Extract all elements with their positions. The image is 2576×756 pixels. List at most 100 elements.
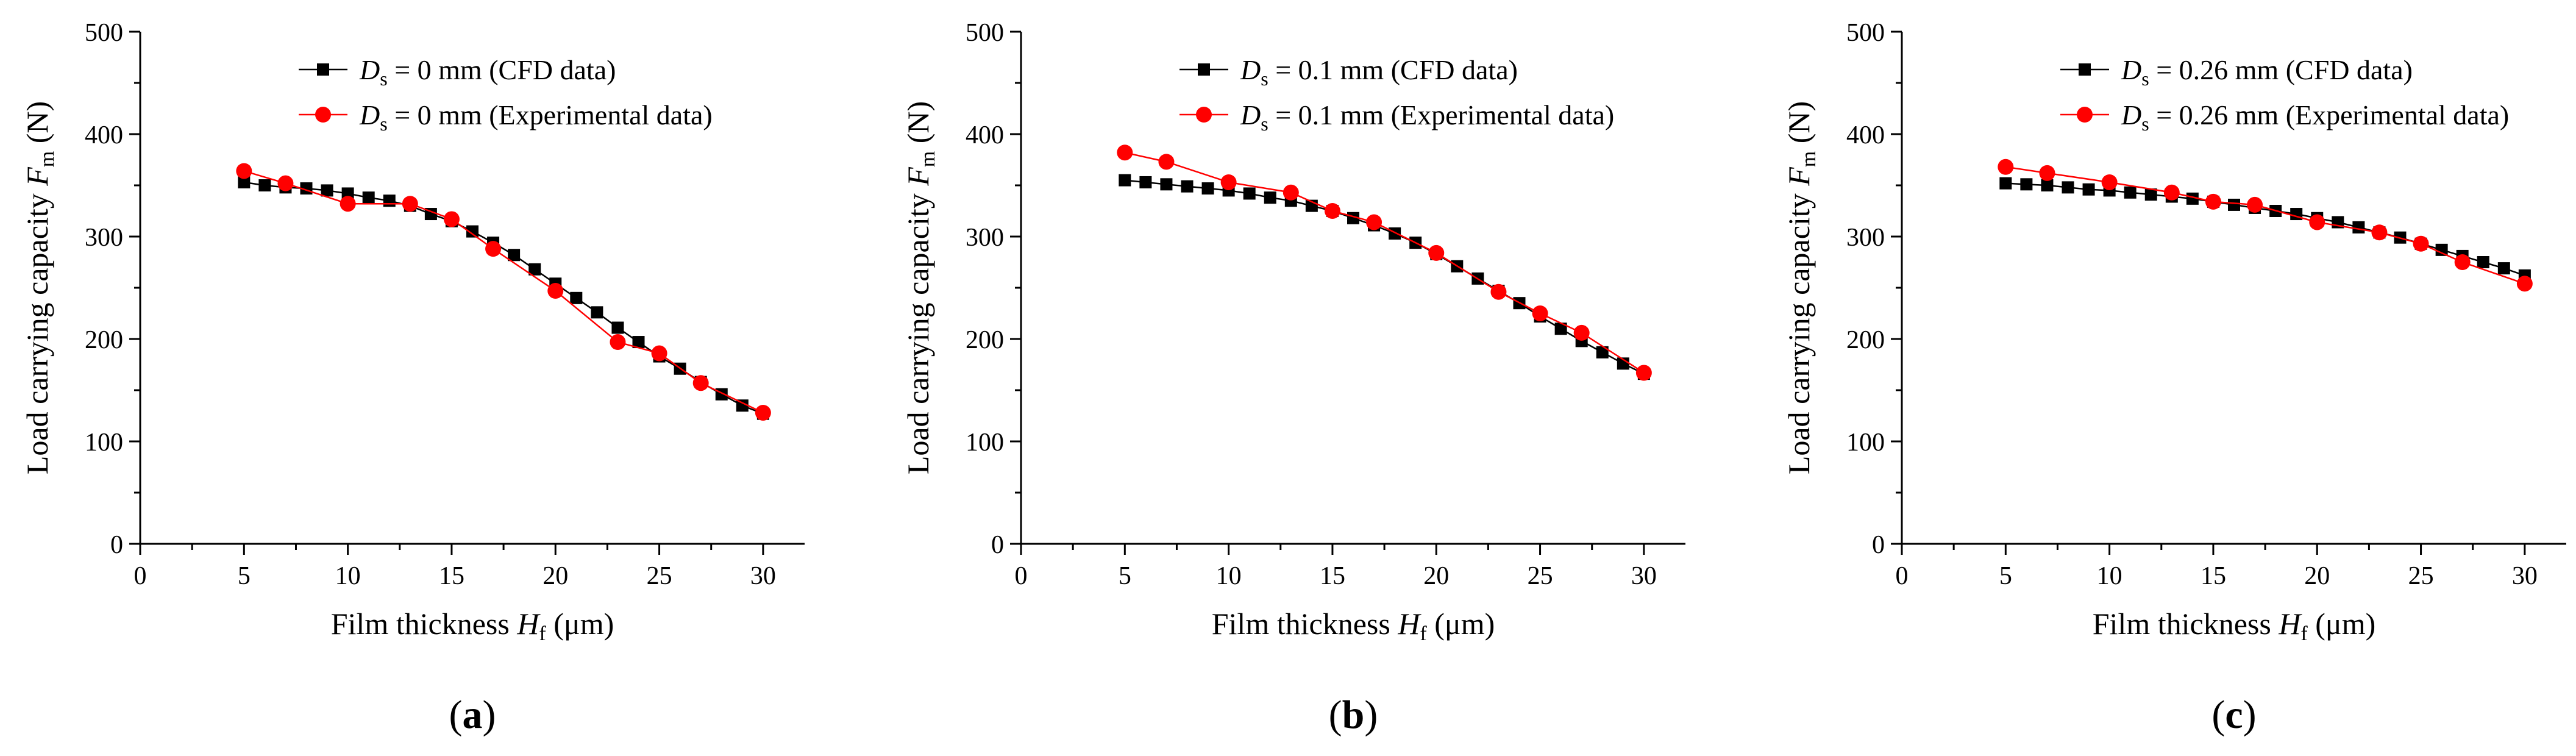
- y-axis-title: Load carrying capacity Fm (N): [1782, 101, 1820, 474]
- legend-swatch-marker: [1196, 107, 1212, 123]
- data-point: [1181, 180, 1194, 193]
- x-axis-title-text: Film thickness: [1212, 607, 1398, 641]
- x-axis-title-symbol: H: [516, 607, 541, 641]
- y-tick-label: 200: [966, 326, 1004, 354]
- y-tick-label: 0: [110, 531, 123, 559]
- x-tick-label: 20: [2304, 562, 2330, 590]
- series-1: [1998, 159, 2533, 292]
- data-point: [1389, 227, 1401, 240]
- legend-label-symbol: D: [2121, 99, 2141, 130]
- panel-label-letter: c: [2225, 693, 2243, 737]
- y-axis-title-symbol: F: [901, 167, 935, 187]
- y-axis-title-unit: (N): [901, 101, 935, 151]
- data-point: [692, 375, 709, 391]
- x-tick-label: 30: [2512, 562, 2538, 590]
- data-point: [2352, 221, 2365, 234]
- legend-label-rest: = 0.26 mm (Experimental data): [2149, 99, 2510, 130]
- panel-label-close: ): [483, 693, 496, 737]
- x-tick-label: 30: [1631, 562, 1657, 590]
- y-tick-label: 500: [1846, 19, 1885, 47]
- data-point: [2413, 235, 2429, 252]
- legend-label-subscript: s: [380, 68, 387, 90]
- legend-label: Ds = 0.1 mm (Experimental data): [1240, 99, 1614, 135]
- data-point: [651, 345, 667, 362]
- data-point: [402, 196, 418, 212]
- data-point: [1220, 174, 1237, 190]
- data-point: [2516, 276, 2533, 292]
- data-point: [2020, 178, 2033, 191]
- x-tick-label: 15: [1320, 562, 1345, 590]
- legend-label: Ds = 0 mm (Experimental data): [359, 99, 713, 135]
- x-axis-title-subscript: f: [2300, 622, 2308, 645]
- x-tick-label: 25: [1528, 562, 1553, 590]
- data-point: [238, 176, 251, 188]
- panel-label-letter: b: [1342, 693, 1365, 737]
- data-point: [2186, 192, 2199, 205]
- data-point: [528, 263, 541, 276]
- x-tick-label: 15: [2201, 562, 2226, 590]
- data-point: [1283, 184, 1299, 201]
- legend-label-subscript: s: [380, 113, 387, 135]
- data-point: [1532, 305, 1548, 321]
- data-point: [258, 179, 271, 191]
- legend-swatch-marker: [2079, 63, 2091, 76]
- y-tick-label: 100: [966, 429, 1004, 457]
- data-point: [2163, 184, 2180, 201]
- x-tick-label: 10: [2097, 562, 2122, 590]
- legend-entry-1: Ds = 0.26 mm (Experimental data): [2060, 99, 2509, 135]
- data-point: [2101, 174, 2118, 190]
- panel-label-close: ): [2243, 693, 2257, 737]
- data-point: [1158, 154, 1175, 170]
- y-tick-label: 400: [85, 121, 123, 149]
- y-tick-label: 0: [991, 531, 1004, 559]
- legend-label: Ds = 0.1 mm (CFD data): [1240, 54, 1518, 90]
- data-point: [362, 191, 375, 204]
- data-point: [632, 336, 645, 349]
- y-axis-title-text: Load carrying capacity: [1782, 186, 1816, 474]
- data-point: [236, 163, 252, 179]
- panel-label: (c): [2211, 693, 2256, 737]
- legend-label-rest: = 0 mm (Experimental data): [388, 99, 713, 130]
- data-point: [611, 321, 624, 334]
- legend-label-subscript: s: [1261, 68, 1268, 90]
- data-point: [2247, 196, 2263, 213]
- legend-swatch-marker: [315, 107, 331, 123]
- x-tick-label: 5: [1999, 562, 2012, 590]
- x-tick-label: 10: [1216, 562, 1242, 590]
- data-point: [485, 241, 502, 257]
- data-point: [1573, 324, 1590, 341]
- data-point: [443, 211, 460, 227]
- legend-label-symbol: D: [2121, 54, 2141, 85]
- data-point: [755, 404, 771, 421]
- x-axis-title: Film thickness Hf (μm): [1212, 607, 1495, 645]
- data-point: [591, 306, 603, 319]
- series-1: [1117, 144, 1652, 381]
- panel-label: (a): [449, 693, 496, 737]
- y-tick-label: 400: [966, 121, 1004, 149]
- x-axis-title-symbol: H: [2278, 607, 2302, 641]
- y-tick-label: 0: [1872, 531, 1885, 559]
- legend-label-rest: = 0.26 mm (CFD data): [2149, 54, 2413, 85]
- y-tick-label: 200: [1846, 326, 1885, 354]
- data-point: [1117, 144, 1133, 161]
- data-point: [277, 175, 294, 191]
- legend-label-subscript: s: [2141, 68, 2149, 90]
- x-tick-label: 5: [1119, 562, 1131, 590]
- x-tick-label: 25: [647, 562, 672, 590]
- panel-label-close: ): [1364, 693, 1378, 737]
- legend-label-symbol: D: [1240, 99, 1261, 130]
- data-point: [1490, 284, 1507, 300]
- data-point: [1596, 346, 1609, 358]
- legend-entry-1: Ds = 0 mm (Experimental data): [299, 99, 713, 135]
- panel-label-open: (: [2211, 693, 2225, 737]
- y-tick-label: 500: [85, 19, 123, 47]
- data-point: [1264, 191, 1276, 204]
- y-axis-title-text: Load carrying capacity: [20, 186, 54, 474]
- x-tick-label: 5: [238, 562, 251, 590]
- data-point: [1554, 323, 1567, 335]
- data-point: [2309, 214, 2325, 230]
- y-axis-title: Load carrying capacity Fm (N): [20, 101, 59, 474]
- x-axis-title-text: Film thickness: [2093, 607, 2279, 641]
